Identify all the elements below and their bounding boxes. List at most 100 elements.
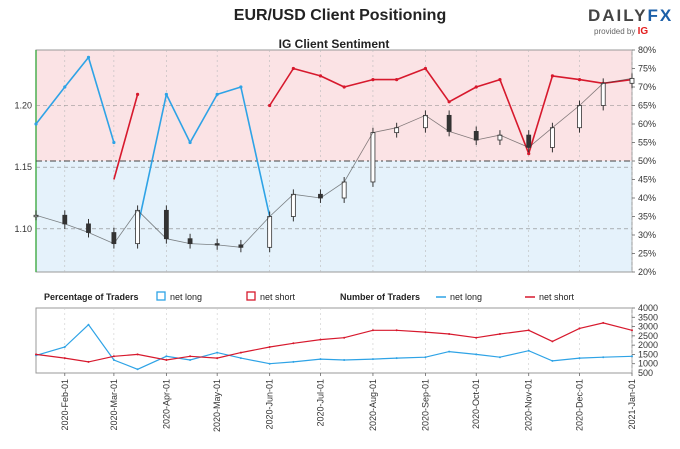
traders-net-long-point xyxy=(319,358,322,361)
eurusd-price-line xyxy=(35,78,633,248)
net-long-point xyxy=(164,92,168,96)
legend-number-title: Number of Traders xyxy=(340,292,420,302)
traders-net-short-point xyxy=(475,336,478,339)
net-short-point xyxy=(577,78,582,82)
price-candle xyxy=(86,223,91,233)
net-short-segment xyxy=(113,94,139,180)
legend-percentage-title: Percentage of Traders xyxy=(44,292,139,302)
net-short-point xyxy=(527,152,531,156)
price-candle xyxy=(526,134,532,148)
net-short-segment xyxy=(579,78,604,85)
x-tick-label: 2020-Dec-01 xyxy=(575,379,585,431)
traders-net-short-point xyxy=(343,336,346,339)
net-long-point xyxy=(63,85,67,89)
x-tick-label: 2020-Apr-01 xyxy=(161,379,171,429)
traders-net-long-point xyxy=(498,356,501,359)
net-short-segment xyxy=(320,75,345,88)
net-long-point xyxy=(188,140,192,145)
net-long-segment xyxy=(165,94,191,143)
net-long-segment xyxy=(216,86,242,96)
price-tick-label: 1.15 xyxy=(14,162,32,172)
traders-net-long-point xyxy=(448,350,451,353)
price-candle xyxy=(550,127,555,148)
traders-tick-label: 3000 xyxy=(638,322,658,332)
legend-pct-short-label: net short xyxy=(260,292,296,302)
price-candle xyxy=(600,82,606,106)
traders-net-long-point xyxy=(268,362,271,365)
traders-net-short-point xyxy=(35,353,37,356)
net-short-segment xyxy=(293,67,321,77)
sentiment-tick-label: 40% xyxy=(638,193,656,203)
traders-net-long-point xyxy=(165,355,168,358)
sentiment-tick-label: 20% xyxy=(638,267,656,277)
net-short-point xyxy=(474,85,478,89)
price-candle xyxy=(163,209,169,240)
traders-net-short-point xyxy=(498,333,501,335)
traders-net-short-point xyxy=(63,357,66,360)
traders-net-short-point xyxy=(136,353,139,356)
net-long-point xyxy=(86,55,91,60)
sentiment-tick-label: 75% xyxy=(638,64,656,74)
price-candle xyxy=(473,130,479,141)
traders-net-short-point xyxy=(87,360,90,363)
net-long-segment xyxy=(189,94,218,143)
net-short-segment xyxy=(475,78,501,88)
traders-net-long-point xyxy=(631,355,633,358)
sentiment-tick-label: 65% xyxy=(638,101,656,111)
logo-wordmark: DAILYFX xyxy=(588,6,673,26)
traders-net-long-point xyxy=(292,360,295,363)
traders-tick-label: 4000 xyxy=(638,303,658,313)
price-candle xyxy=(629,77,635,84)
net-short-point xyxy=(447,100,451,104)
traders-net-short-point xyxy=(395,329,398,332)
traders-net-short-point xyxy=(239,351,242,354)
sentiment-tick-label: 30% xyxy=(638,230,656,240)
traders-net-long-point xyxy=(602,356,605,359)
traders-net-long-point xyxy=(343,359,346,361)
traders-tick-label: 1500 xyxy=(638,349,658,359)
net-short-point xyxy=(395,78,399,82)
net-long-segment xyxy=(136,94,168,228)
traders-net-long-point xyxy=(424,356,427,359)
price-candle xyxy=(577,105,582,129)
legend-pct-short-swatch xyxy=(246,291,256,301)
traders-panel: Percentage of Traders net long net short Nu… xyxy=(35,291,658,378)
traders-net-short-point xyxy=(216,357,219,360)
net-long-segment xyxy=(87,57,115,143)
traders-net-short-point xyxy=(268,346,271,348)
page-title: EUR/USD Client Positioning xyxy=(233,7,447,24)
traders-net-short-point xyxy=(602,321,605,324)
traders-net-short-line xyxy=(35,322,633,363)
traders-net-short-point xyxy=(292,342,295,345)
x-axis: 2020-Feb-01 2020-Mar-01 2020-Apr-01 2020-Ma… xyxy=(60,373,637,432)
price-candle xyxy=(290,193,296,217)
price-tick-label: 1.20 xyxy=(14,101,32,111)
x-tick-label: 2021-Jan-01 xyxy=(627,379,637,430)
traders-net-short-point xyxy=(551,340,554,343)
legend-num-short-label: net short xyxy=(539,292,575,302)
traders-net-long-point xyxy=(578,357,581,360)
traders-net-long-point xyxy=(136,368,139,371)
legend-num-long-label: net long xyxy=(450,292,482,302)
traders-net-long-line xyxy=(35,323,633,370)
net-long-point xyxy=(239,85,243,89)
sentiment-tick-label: 70% xyxy=(638,82,656,92)
traders-net-long-point xyxy=(239,357,242,360)
x-tick-label: 2020-Feb-01 xyxy=(60,379,70,431)
dailyfx-logo: DAILYFX provided by IG xyxy=(588,6,673,37)
traders-net-short-point xyxy=(319,338,322,341)
net-short-segment xyxy=(448,86,477,103)
logo-brand-fx: FX xyxy=(647,6,674,25)
sentiment-tick-label: 80% xyxy=(638,45,656,55)
x-tick-label: 2020-Mar-01 xyxy=(109,379,119,431)
traders-net-long-point xyxy=(189,359,192,361)
traders-net-long-point xyxy=(395,357,398,360)
traders-net-short-point xyxy=(424,331,427,334)
x-tick-label: 2020-Jun-01 xyxy=(265,379,275,430)
traders-net-short-point xyxy=(578,327,581,330)
net-long-point xyxy=(215,92,219,96)
price-candle xyxy=(446,114,452,132)
traders-net-short-point xyxy=(631,329,633,332)
net-long-segment xyxy=(64,56,90,88)
